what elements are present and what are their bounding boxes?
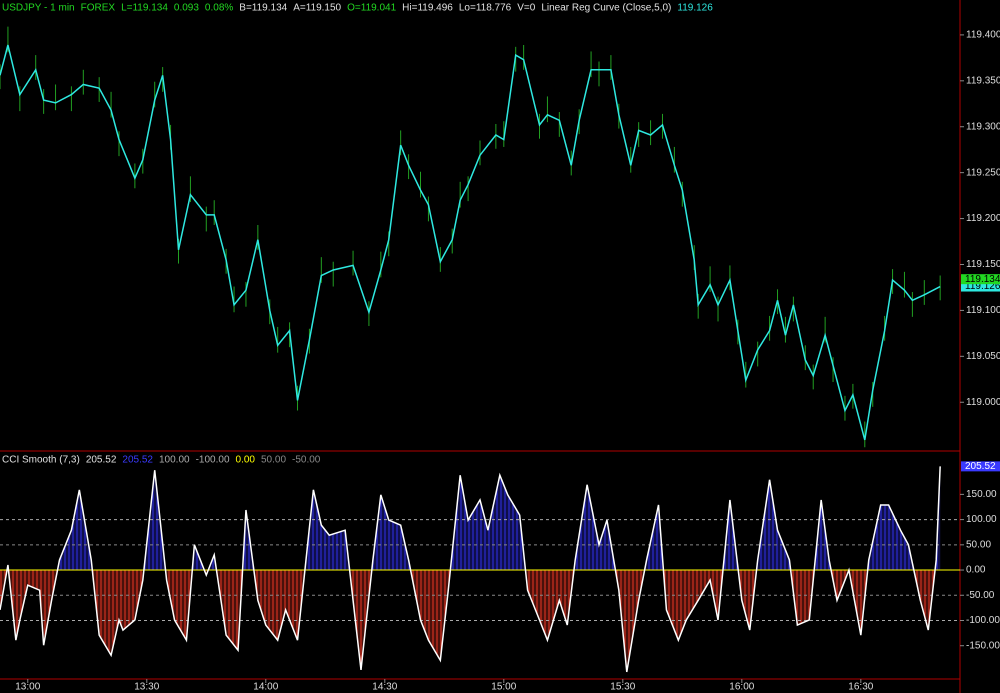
y-tick-label: 100.00: [966, 514, 997, 525]
header-item: O=119.041: [347, 3, 396, 14]
header-item: -100.00: [196, 455, 230, 466]
y-tick-label: 119.250: [966, 167, 1000, 178]
x-tick-label: 14:30: [372, 682, 397, 693]
header-item: L=119.134: [121, 3, 168, 14]
header-item: USDJPY - 1 min: [2, 3, 75, 14]
y-tick-label: 0.00: [966, 565, 986, 576]
y-tick-label: 119.400: [966, 30, 1000, 41]
y-tick-label: -150.00: [966, 640, 1000, 651]
x-tick-label: 16:30: [848, 682, 873, 693]
y-tick-label: 119.300: [966, 121, 1000, 132]
last-value-box: [961, 461, 1000, 472]
last-value-label: 205.52: [965, 461, 996, 472]
x-tick-label: 13:30: [134, 682, 159, 693]
y-tick-label: 119.200: [966, 213, 1000, 224]
y-tick-label: 119.350: [966, 75, 1000, 86]
regression-line: [0, 44, 941, 441]
last-value-box: [961, 281, 1000, 292]
y-tick-label: 50.00: [966, 539, 991, 550]
header-item: CCI Smooth (7,3): [2, 455, 80, 466]
y-tick-label: -50.00: [966, 590, 995, 601]
header-item: 205.52: [122, 455, 153, 466]
y-tick-label: -100.00: [966, 615, 1000, 626]
histogram-above: [7, 466, 941, 571]
header-item: 50.00: [261, 455, 286, 466]
x-tick-label: 15:30: [610, 682, 635, 693]
header-item: Hi=119.496: [402, 3, 453, 14]
cci-line: [0, 466, 941, 673]
x-tick-label: 15:00: [491, 682, 516, 693]
x-tick-label: 13:00: [15, 682, 40, 693]
header-item: V=0: [517, 3, 536, 14]
last-value-label: 119.126: [965, 281, 1000, 292]
header-item: FOREX: [81, 3, 116, 14]
header-item: 0.00: [236, 455, 256, 466]
header-item: Lo=118.776: [459, 3, 512, 14]
header-item: 0.08%: [205, 3, 233, 14]
y-tick-label: 119.050: [966, 351, 1000, 362]
header-item: 205.52: [86, 455, 117, 466]
y-tick-label: 150.00: [966, 489, 997, 500]
y-tick-label: 119.000: [966, 397, 1000, 408]
header-item: A=119.150: [293, 3, 341, 14]
header-item: 100.00: [159, 455, 190, 466]
header-item: -50.00: [292, 455, 321, 466]
y-tick-label: 119.150: [966, 259, 1000, 270]
last-value-box: [961, 274, 1000, 285]
last-value-label: 119.134: [965, 274, 1000, 285]
x-tick-label: 16:00: [729, 682, 754, 693]
x-tick-label: 14:00: [253, 682, 278, 693]
header-item: 119.126: [677, 3, 713, 14]
header-item: 0.093: [174, 3, 199, 14]
y-tick-label: 119.100: [966, 305, 1000, 316]
header-item: B=119.134: [239, 3, 287, 14]
header-item: Linear Reg Curve (Close,5,0): [541, 3, 671, 14]
